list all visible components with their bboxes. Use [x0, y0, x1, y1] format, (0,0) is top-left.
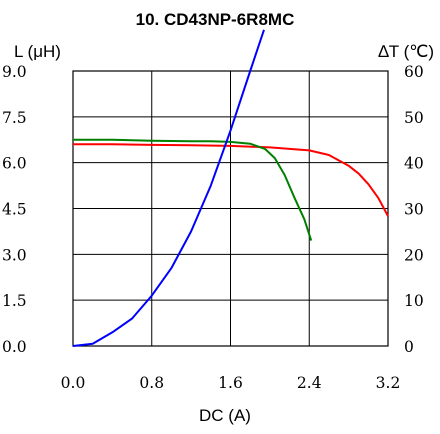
grid — [72, 70, 389, 347]
y-axis-left-label: L (μH) — [14, 42, 61, 61]
x-tick-label: 1.6 — [218, 374, 243, 392]
series-line-2 — [73, 138, 313, 241]
y-right-tick-label: 10 — [404, 292, 424, 310]
y-right-tick-label: 40 — [404, 155, 424, 173]
x-tick-label: 0.8 — [139, 374, 164, 392]
y-left-tick-label: 9.0 — [2, 63, 27, 81]
y-left-tick-label: 6.0 — [2, 155, 27, 173]
chart-title: 10. CD43NP-6R8MC — [136, 10, 295, 29]
y-right-tick-label: 50 — [404, 109, 424, 127]
series-line-3 — [72, 29, 265, 347]
y-left-tick-label: 0.0 — [2, 338, 27, 356]
y-right-tick-label: 30 — [404, 201, 424, 219]
y-axis-right-label: ∆T (℃) — [378, 42, 434, 61]
x-tick-label: 0.0 — [61, 374, 86, 392]
y-right-tick-label: 0 — [404, 338, 414, 356]
series — [72, 29, 389, 347]
y-left-tick-label: 7.5 — [2, 109, 27, 127]
x-axis-label: DC (A) — [199, 406, 251, 425]
y-left-tick-label: 3.0 — [2, 246, 27, 264]
y-left-tick-label: 1.5 — [2, 292, 27, 310]
series-line-1 — [73, 143, 389, 217]
plot-frame — [72, 70, 389, 347]
tick-labels: 0.0 0.8 1.6 2.4 3.2 0.0 1.5 3.0 4.5 6.0 7.5 9.0 0 10 2… — [2, 63, 424, 392]
x-tick-label: 2.4 — [297, 374, 322, 392]
y-right-tick-label: 20 — [404, 246, 424, 264]
y-left-tick-label: 4.5 — [2, 201, 27, 219]
x-tick-label: 3.2 — [376, 374, 401, 392]
y-right-tick-label: 60 — [404, 63, 424, 81]
